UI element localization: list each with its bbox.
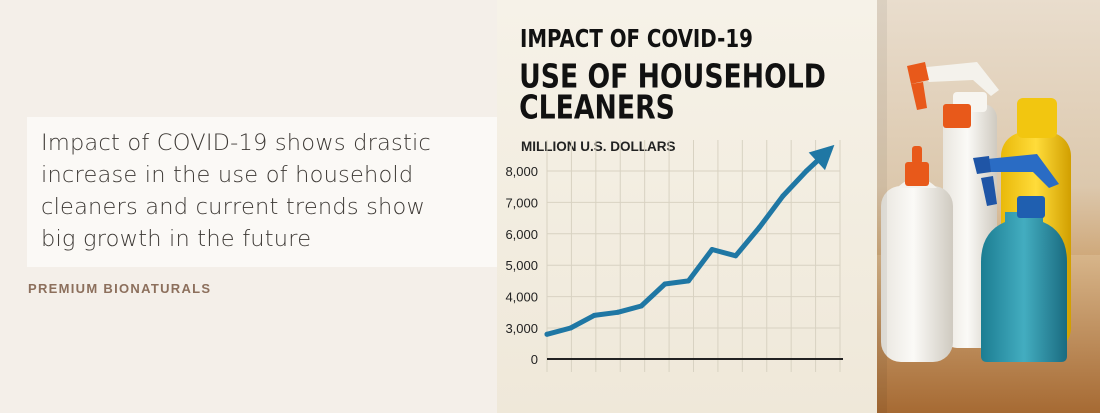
y-tick-label: 8,000 [505,164,538,179]
quote-box: Impact of COVID-19 shows drastic increas… [27,117,497,267]
line-chart: IMPACT OF COVID-19 USE OF HOUSEHOLD CLEA… [505,24,843,372]
quote-line-3: cleaners and current trends show [41,194,426,220]
chart-subtitle-line-1: USE OF HOUSEHOLD [519,58,826,96]
y-tick-label: 6,000 [505,227,538,242]
data-point [803,168,809,174]
chart-title: IMPACT OF COVID-19 [520,24,753,54]
quote-line-2: increase in the use of household [41,162,414,188]
data-point [686,278,691,284]
chart-panel: IMPACT OF COVID-19 USE OF HOUSEHOLD CLEA… [497,0,877,413]
teal-spray-bottle [973,154,1067,362]
data-point [544,331,550,337]
data-point [615,309,621,315]
text-panel: Impact of COVID-19 shows drastic increas… [0,0,497,413]
data-point [638,303,644,309]
data-point [662,281,668,287]
data-point [733,253,739,259]
y-axis-label: MILLION U.S. DOLLARS [521,139,676,154]
data-point [780,193,786,199]
y-tick-label: 3,000 [505,321,538,336]
data-point [568,325,574,331]
y-tick-label: 0 [531,352,538,367]
y-tick-label: 4,000 [505,290,538,305]
chart-subtitle-line-2: CLEANERS [519,89,675,127]
white-squeeze-bottle [881,146,953,362]
y-tick-label: 7,000 [505,195,538,210]
brand-name: PREMIUM BIONATURALS [28,281,212,296]
series-line [544,146,833,337]
y-tick-label: 5,000 [505,258,538,273]
quote-line-1: Impact of COVID-19 shows drastic [41,130,431,156]
quote-line-4: big growth in the future [41,226,312,252]
arrowhead-icon [808,144,835,171]
data-point [709,247,715,252]
cleaning-bottles-photo [877,0,1100,413]
data-point [591,312,597,318]
quote-text: Impact of COVID-19 shows drastic increas… [41,127,485,255]
data-point [756,225,762,231]
